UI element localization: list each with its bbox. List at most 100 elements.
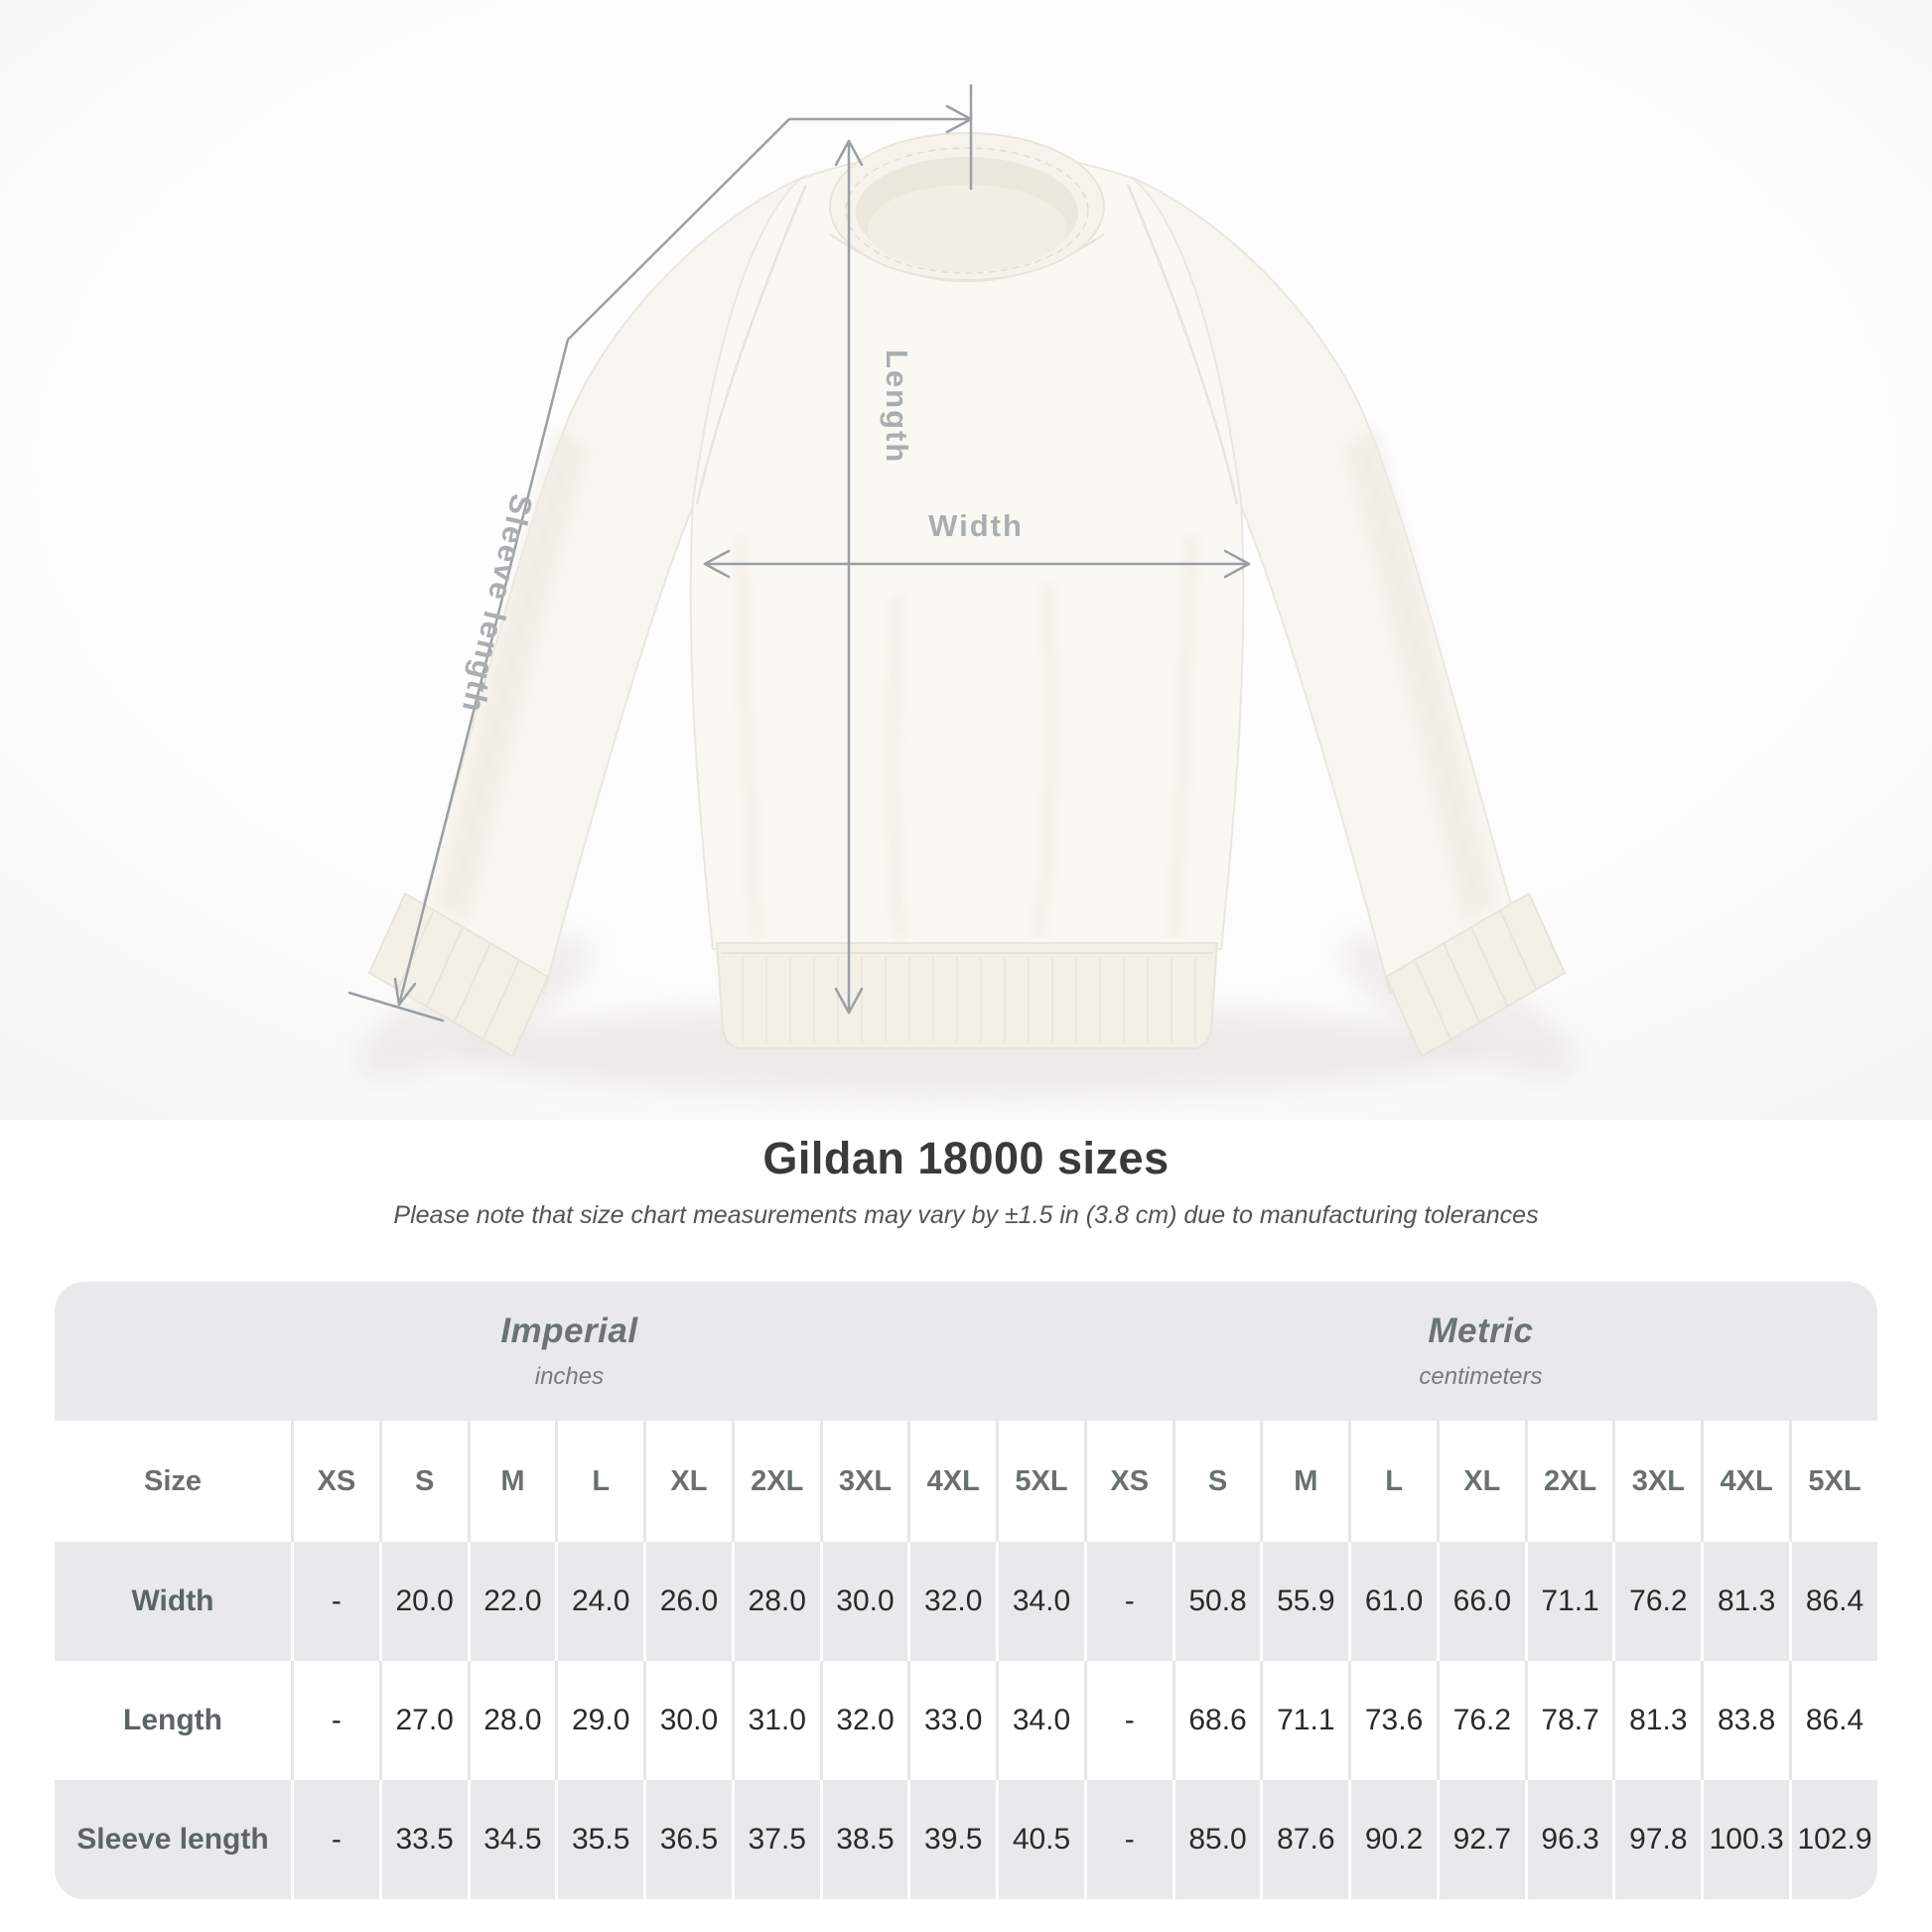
size-value-cell: 28.0 (731, 1542, 820, 1661)
imperial-band: Imperial inches (55, 1282, 1084, 1421)
size-header-metric-l: L (1348, 1421, 1437, 1542)
product-photo: Length Width Sleeve length (0, 0, 1932, 1120)
size-header-metric-4xl: 4XL (1701, 1421, 1790, 1542)
size-header-imperial-2xl: 2XL (731, 1421, 820, 1542)
size-value-cell: 68.6 (1172, 1661, 1261, 1780)
left-cuff (368, 893, 549, 1057)
size-value-cell: - (291, 1542, 379, 1661)
size-header-metric-xl: XL (1436, 1421, 1525, 1542)
size-value-cell: 35.5 (555, 1780, 644, 1899)
size-value-cell: 76.2 (1436, 1661, 1525, 1780)
size-value-cell: 32.0 (907, 1542, 997, 1661)
size-value-cell: 85.0 (1172, 1780, 1261, 1899)
size-header-imperial-xl: XL (643, 1421, 732, 1542)
size-value-cell: 22.0 (467, 1542, 556, 1661)
size-value-cell: 28.0 (467, 1661, 556, 1780)
size-table: Imperial inches Metric centimeters Size … (55, 1282, 1877, 1899)
imperial-label: Imperial (500, 1311, 638, 1350)
size-header-metric-2xl: 2XL (1524, 1421, 1613, 1542)
table-row-width: Width - 20.0 22.0 24.0 26.0 28.0 30.0 32… (55, 1542, 1877, 1661)
size-value-cell: 34.0 (996, 1542, 1084, 1661)
size-header-imperial-l: L (555, 1421, 644, 1542)
size-value-cell: 39.5 (907, 1780, 997, 1899)
size-value-cell: 71.1 (1260, 1661, 1349, 1780)
page-title: Gildan 18000 sizes (762, 1133, 1170, 1183)
size-value-cell: 20.0 (378, 1542, 468, 1661)
size-value-cell: 31.0 (731, 1661, 820, 1780)
size-value-cell: 30.0 (819, 1542, 908, 1661)
size-header-metric-m: M (1260, 1421, 1349, 1542)
row-label: Sleeve length (55, 1780, 291, 1899)
size-header-imperial-3xl: 3XL (819, 1421, 908, 1542)
size-value-cell: - (1083, 1661, 1173, 1780)
size-value-cell: - (291, 1661, 379, 1780)
size-value-cell: 102.9 (1789, 1780, 1877, 1899)
row-label: Width (55, 1542, 291, 1661)
size-value-cell: 50.8 (1172, 1542, 1261, 1661)
size-value-cell: 81.3 (1612, 1661, 1702, 1780)
size-value-cell: 71.1 (1524, 1542, 1613, 1661)
right-cuff (1385, 893, 1566, 1057)
size-value-cell: 27.0 (378, 1661, 468, 1780)
width-measure-line (703, 549, 1251, 579)
size-value-cell: 83.8 (1701, 1661, 1790, 1780)
row-label: Length (55, 1661, 291, 1780)
size-value-cell: 81.3 (1701, 1542, 1790, 1661)
size-header-metric-xs: XS (1083, 1421, 1173, 1542)
size-value-cell: 61.0 (1348, 1542, 1437, 1661)
size-value-cell: 34.5 (467, 1780, 556, 1899)
size-value-cell: 33.5 (378, 1780, 468, 1899)
width-measure-label: Width (928, 508, 1024, 543)
measurement-annotations (347, 83, 1251, 1023)
sweatshirt-measurement-diagram: Length Width Sleeve length (0, 0, 1932, 1120)
table-row-sleeve-length: Sleeve length - 33.5 34.5 35.5 36.5 37.5… (55, 1780, 1877, 1899)
size-header-metric-3xl: 3XL (1612, 1421, 1702, 1542)
size-table-card: Imperial inches Metric centimeters Size … (55, 1282, 1877, 1899)
size-value-cell: 26.0 (643, 1542, 732, 1661)
size-value-cell: - (1083, 1542, 1173, 1661)
metric-band: Metric centimeters (1083, 1282, 1877, 1421)
size-value-cell: 40.5 (996, 1780, 1084, 1899)
size-value-cell: 55.9 (1260, 1542, 1349, 1661)
size-value-cell: 92.7 (1436, 1780, 1525, 1899)
size-value-cell: 32.0 (819, 1661, 908, 1780)
waistband (715, 942, 1219, 1049)
size-value-cell: 86.4 (1789, 1661, 1877, 1780)
size-value-cell: 78.7 (1524, 1661, 1613, 1780)
size-value-cell: 33.0 (907, 1661, 997, 1780)
collar (829, 132, 1105, 283)
size-value-cell: - (1083, 1780, 1173, 1899)
size-value-cell: 76.2 (1612, 1542, 1702, 1661)
size-value-cell: 96.3 (1524, 1780, 1613, 1899)
size-header-imperial-5xl: 5XL (996, 1421, 1084, 1542)
size-header-imperial-4xl: 4XL (907, 1421, 997, 1542)
size-col-header: Size (55, 1421, 291, 1542)
size-value-cell: 66.0 (1436, 1542, 1525, 1661)
size-value-cell: 37.5 (731, 1780, 820, 1899)
unit-band-row: Imperial inches Metric centimeters (55, 1282, 1877, 1421)
size-value-cell: 34.0 (996, 1661, 1084, 1780)
size-header-imperial-xs: XS (291, 1421, 379, 1542)
size-value-cell: 97.8 (1612, 1780, 1702, 1899)
size-value-cell: 90.2 (1348, 1780, 1437, 1899)
size-value-cell: 29.0 (555, 1661, 644, 1780)
size-value-cell: 73.6 (1348, 1661, 1437, 1780)
length-measure-label: Length (880, 349, 914, 464)
imperial-sublabel: inches (534, 1363, 605, 1390)
table-row-length: Length - 27.0 28.0 29.0 30.0 31.0 32.0 3… (55, 1661, 1877, 1780)
size-value-cell: 86.4 (1789, 1542, 1877, 1661)
size-header-metric-s: S (1172, 1421, 1261, 1542)
sleeve-length-measure-line (347, 83, 973, 1023)
caption-block: Gildan 18000 sizes Please note that size… (0, 1134, 1932, 1230)
length-measure-line (834, 139, 864, 1015)
size-value-cell: - (291, 1780, 379, 1899)
size-header-row: Size XS S M L XL 2XL 3XL 4XL 5XL XS S M … (55, 1421, 1877, 1542)
size-value-cell: 36.5 (643, 1780, 732, 1899)
size-value-cell: 24.0 (555, 1542, 644, 1661)
size-value-cell: 100.3 (1701, 1780, 1790, 1899)
metric-label: Metric (1428, 1311, 1534, 1350)
size-value-cell: 30.0 (643, 1661, 732, 1780)
size-header-metric-5xl: 5XL (1789, 1421, 1877, 1542)
page-subtitle: Please note that size chart measurements… (393, 1201, 1539, 1229)
